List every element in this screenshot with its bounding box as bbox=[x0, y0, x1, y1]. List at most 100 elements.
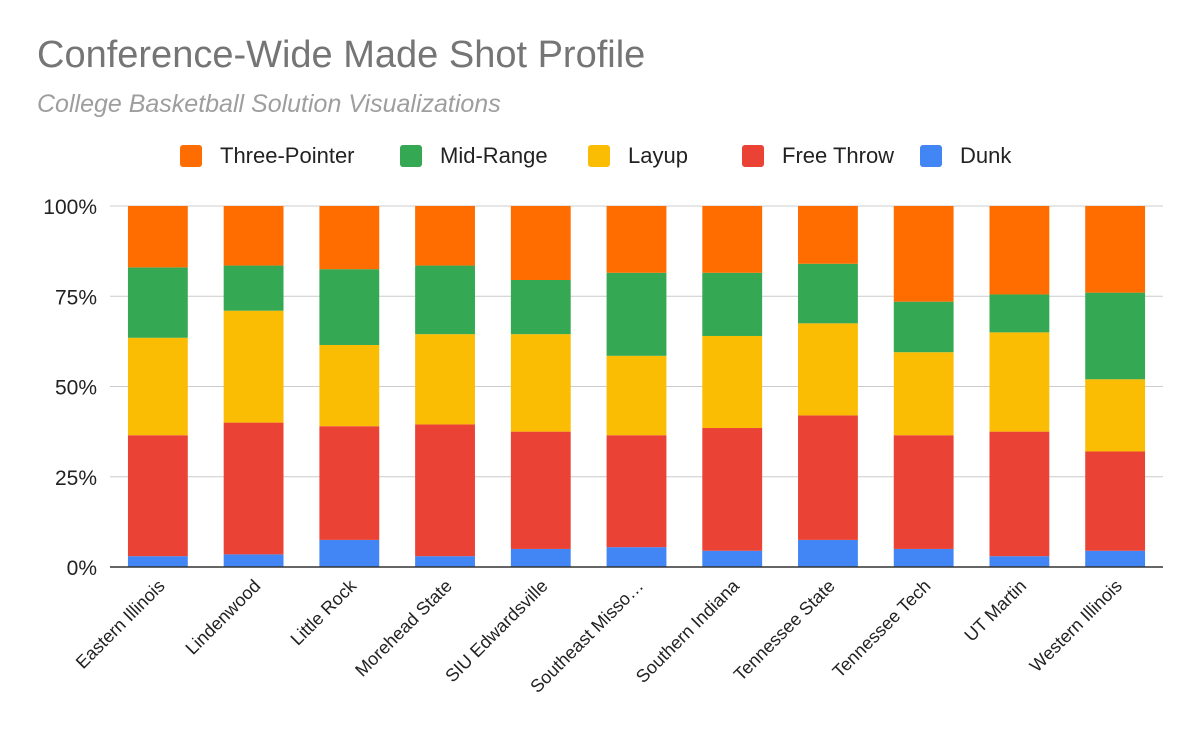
x-tick-label: Morehead State bbox=[351, 576, 456, 681]
bar-group-ut-martin bbox=[989, 206, 1050, 567]
bar-segment-free-throw bbox=[319, 426, 380, 540]
legend-label: Dunk bbox=[960, 143, 1012, 168]
bar-segment-mid-range bbox=[127, 267, 188, 338]
bar-segment-three-pointer bbox=[319, 206, 380, 270]
x-tick-label: Eastern Illinois bbox=[72, 576, 169, 673]
bar-group-little-rock bbox=[319, 206, 380, 567]
chart-subtitle: College Basketball Solution Visualizatio… bbox=[37, 90, 501, 118]
bar-segment-three-pointer bbox=[127, 206, 188, 268]
legend-label: Three-Pointer bbox=[220, 143, 355, 168]
bar-segment-free-throw bbox=[1085, 451, 1146, 551]
legend-label: Free Throw bbox=[782, 143, 895, 168]
bar-segment-three-pointer bbox=[1085, 206, 1146, 293]
x-tick-label: Tennessee Tech bbox=[829, 576, 935, 682]
bar-segment-layup bbox=[1085, 379, 1146, 452]
legend-item-free-throw: Free Throw bbox=[742, 140, 894, 172]
x-tick-label: Southern Indiana bbox=[632, 575, 744, 687]
bar-segment-dunk bbox=[510, 548, 571, 567]
bar-segment-dunk bbox=[989, 556, 1050, 567]
bar-group-southeast-misso bbox=[606, 206, 667, 567]
bar-segment-free-throw bbox=[702, 428, 763, 551]
x-tick-label: Lindenwood bbox=[182, 576, 265, 659]
bar-segment-dunk bbox=[798, 539, 858, 567]
y-tick-label: 50% bbox=[55, 377, 97, 400]
bar-segment-layup bbox=[510, 334, 571, 432]
bar-segment-free-throw bbox=[127, 435, 188, 557]
legend-swatch bbox=[588, 145, 610, 167]
legend-swatch bbox=[400, 145, 422, 167]
bar-segment-layup bbox=[606, 355, 667, 436]
legend-label: Mid-Range bbox=[440, 143, 548, 168]
bar-segment-mid-range bbox=[1085, 292, 1146, 380]
bar-segment-layup bbox=[893, 352, 954, 436]
bar-segment-dunk bbox=[1085, 550, 1146, 567]
bar-segment-dunk bbox=[127, 556, 188, 567]
bar-segment-mid-range bbox=[415, 265, 475, 335]
legend-label: Layup bbox=[628, 143, 688, 168]
chart-title: Conference-Wide Made Shot Profile bbox=[37, 34, 646, 76]
bar-segment-three-pointer bbox=[798, 206, 858, 264]
bar-segment-dunk bbox=[893, 548, 954, 567]
bar-segment-mid-range bbox=[319, 269, 380, 345]
bar-segment-dunk bbox=[415, 556, 475, 567]
bar-segment-layup bbox=[415, 334, 475, 425]
bar-segment-dunk bbox=[702, 550, 763, 567]
bar-segment-free-throw bbox=[223, 422, 284, 555]
x-tick-label: Western Illinois bbox=[1026, 576, 1126, 676]
y-tick-label: 25% bbox=[55, 467, 97, 490]
bar-segment-layup bbox=[319, 344, 380, 427]
bar-segment-free-throw bbox=[893, 435, 954, 549]
bar-group-eastern-illinois bbox=[127, 206, 188, 567]
bar-segment-free-throw bbox=[415, 424, 475, 557]
y-axis-ticks: 0% 25% 50% 75% 100% bbox=[43, 196, 97, 580]
bar-segment-layup bbox=[989, 332, 1050, 432]
bar-segment-mid-range bbox=[702, 272, 763, 336]
x-tick-label: Tennessee State bbox=[730, 576, 839, 685]
bar-segment-free-throw bbox=[606, 435, 667, 548]
bar-group-tennessee-tech bbox=[893, 206, 954, 567]
bar-segment-dunk bbox=[223, 554, 284, 567]
bar-segment-free-throw bbox=[989, 431, 1050, 557]
bar-segment-three-pointer bbox=[893, 206, 954, 302]
bar-group-lindenwood bbox=[223, 206, 284, 567]
bar-segment-three-pointer bbox=[606, 206, 667, 273]
y-tick-label: 100% bbox=[43, 196, 97, 219]
bar-segment-layup bbox=[798, 323, 858, 416]
chart-legend: Three-Pointer Mid-Range Layup Free Throw Dun… bbox=[0, 140, 1200, 172]
bar-group-western-illinois bbox=[1085, 206, 1146, 567]
bar-group-morehead-state bbox=[415, 206, 475, 567]
y-tick-label: 75% bbox=[55, 286, 97, 309]
bar-segment-mid-range bbox=[798, 263, 858, 324]
bar-segment-free-throw bbox=[798, 415, 858, 540]
legend-item-dunk: Dunk bbox=[920, 140, 1011, 172]
bar-segment-mid-range bbox=[989, 294, 1050, 333]
bar-group-southern-indiana bbox=[702, 206, 763, 567]
x-axis-ticks: Eastern Illinois Lindenwood Little RockMor… bbox=[72, 575, 1126, 697]
bar-segment-layup bbox=[223, 310, 284, 423]
x-tick-label: Little Rock bbox=[287, 575, 361, 649]
y-tick-label: 0% bbox=[67, 557, 97, 580]
bars bbox=[127, 206, 1146, 567]
legend-swatch bbox=[180, 145, 202, 167]
bar-segment-three-pointer bbox=[223, 206, 284, 266]
bar-segment-mid-range bbox=[893, 301, 954, 353]
bar-segment-free-throw bbox=[510, 431, 571, 549]
bar-segment-three-pointer bbox=[510, 206, 571, 281]
bar-segment-three-pointer bbox=[989, 206, 1050, 295]
bar-segment-three-pointer bbox=[415, 206, 475, 266]
legend-item-mid-range: Mid-Range bbox=[400, 140, 548, 172]
bar-segment-dunk bbox=[319, 539, 380, 567]
bar-segment-mid-range bbox=[510, 280, 571, 335]
legend-swatch bbox=[742, 145, 764, 167]
x-tick-label: SIU Edwardsville bbox=[441, 576, 551, 686]
bar-segment-mid-range bbox=[223, 265, 284, 311]
legend-item-layup: Layup bbox=[588, 140, 688, 172]
bar-segment-three-pointer bbox=[702, 206, 763, 273]
bar-group-siu-edwardsville bbox=[510, 206, 571, 567]
x-tick-label: UT Martin bbox=[960, 576, 1030, 646]
legend-swatch bbox=[920, 145, 942, 167]
bar-group-tennessee-state bbox=[798, 206, 858, 567]
bar-segment-dunk bbox=[606, 547, 667, 567]
bar-segment-layup bbox=[702, 335, 763, 429]
